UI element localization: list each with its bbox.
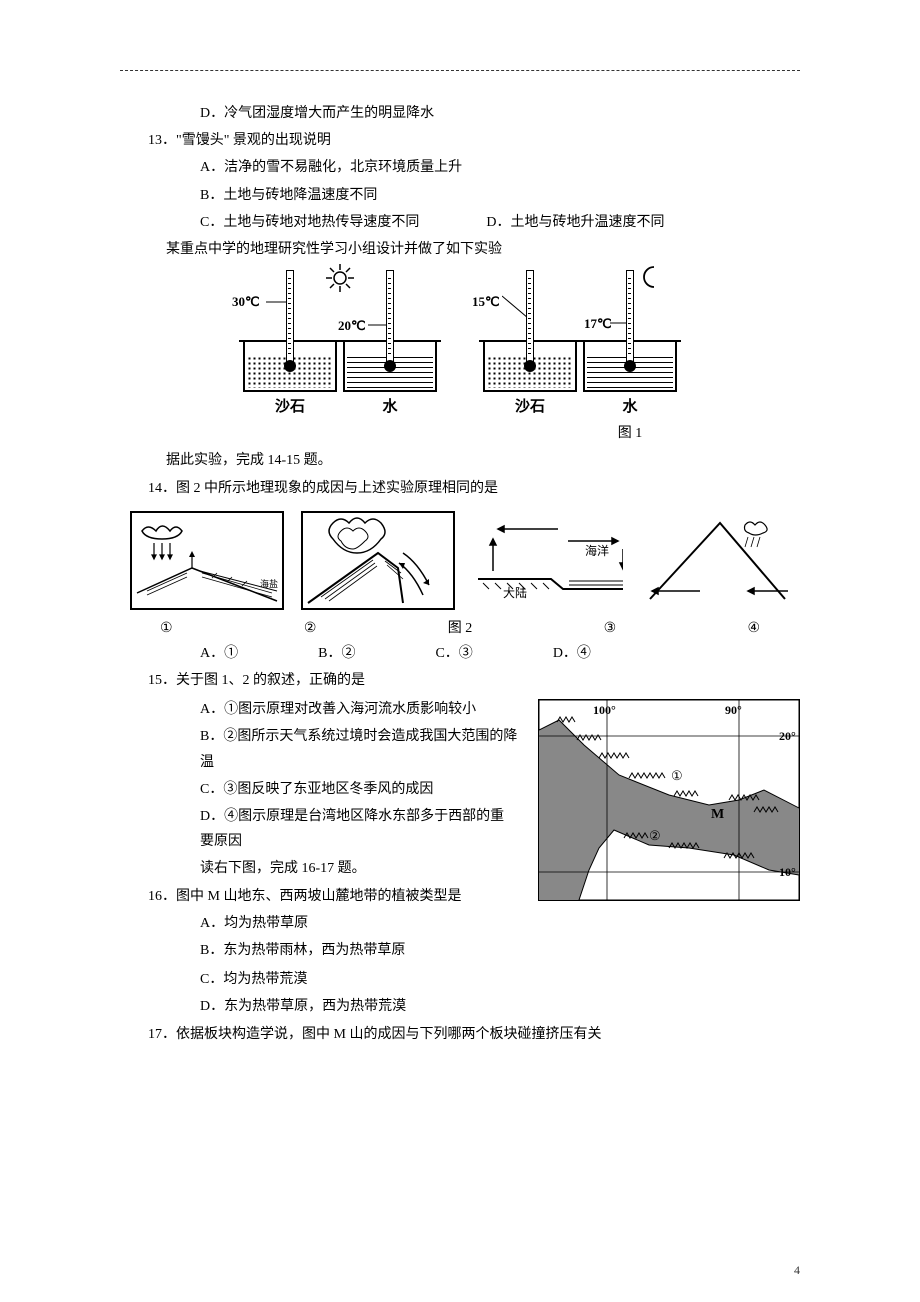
- fig2-p3-land-label: 大陆: [503, 585, 527, 600]
- q12-option-d: D．冷气团湿度增大而产生的明显降水: [120, 101, 800, 126]
- pointer-line-icon: [266, 296, 286, 308]
- q15-option-b: B．②图所示天气系统过境时会造成我国大范围的降温: [120, 724, 518, 774]
- fig1-temp-4: 17℃: [584, 312, 612, 335]
- svg-text:海盐: 海盐: [260, 578, 278, 589]
- q13-options-cd: C．土地与砖地对地热传导速度不同 D．土地与砖地升温速度不同: [120, 210, 800, 235]
- q14-option-d: D．④: [553, 641, 591, 666]
- q15-option-d: D．④图示原理是台湾地区降水东部多于西部的重要原因: [120, 804, 518, 854]
- map-lon-1: 100°: [593, 703, 616, 717]
- map-label-2: ②: [649, 828, 661, 843]
- map-lat-1: 20°: [779, 729, 796, 743]
- q13-stem: 13．"雪馒头" 景观的出现说明: [120, 128, 800, 153]
- fig2-panel-1: 海盐: [130, 511, 284, 610]
- fig1-temp-3: 15℃: [472, 290, 500, 313]
- fig1-label-4: 水: [622, 394, 637, 421]
- fig2-num-4: ④: [747, 616, 760, 641]
- map-lat-2: 10°: [779, 865, 796, 879]
- q14-option-b: B．②: [318, 641, 355, 666]
- fig2-panel-3: 海洋 大陆: [473, 511, 623, 606]
- q17-stem: 17．依据板块构造学说，图中 M 山的成因与下列哪两个板块碰撞挤压有关: [120, 1022, 800, 1047]
- q16-option-a: A．均为热带草原: [120, 911, 518, 936]
- q15-option-c: C．③图反映了东亚地区冬季风的成因: [120, 777, 518, 802]
- map-figure: 100° 90° 20° 10° M ① ②: [538, 699, 800, 901]
- fig2-panel-4: [640, 511, 790, 606]
- fig2-num-3: ③: [604, 616, 617, 641]
- figure-1-caption: 图 1: [618, 421, 643, 446]
- q16-stem: 16．图中 M 山地东、西两坡山麓地带的植被类型是: [120, 884, 518, 909]
- q14-stem: 14．图 2 中所示地理现象的成因与上述实验原理相同的是: [120, 476, 800, 501]
- fig1-temp-1: 30℃: [232, 290, 260, 313]
- figure-1: 30℃ 沙石 20℃ 水 15℃ 沙石: [120, 272, 800, 421]
- fig2-num-2: ②: [304, 616, 317, 641]
- map-label-m: M: [711, 807, 724, 822]
- fig2-panel-2: [301, 511, 455, 610]
- figure-2-caption: 图 2: [448, 616, 473, 641]
- map-label-1: ①: [671, 768, 683, 783]
- figure-2: 海盐: [130, 511, 790, 610]
- fig1-label-3: 沙石: [515, 394, 545, 421]
- intro-16-17: 读右下图，完成 16-17 题。: [120, 856, 518, 881]
- header-rule: [120, 70, 800, 71]
- fig1-label-2: 水: [382, 394, 397, 421]
- intro-14-15: 某重点中学的地理研究性学习小组设计并做了如下实验: [120, 237, 800, 262]
- q16-option-c: C．均为热带荒漠: [120, 967, 800, 992]
- q16-option-d: D．东为热带草原，西为热带荒漠: [120, 994, 800, 1019]
- figure-2-numbers: ① ② 图 2 ③ ④: [160, 616, 760, 641]
- q15-stem: 15．关于图 1、2 的叙述，正确的是: [120, 668, 800, 693]
- fig1-temp-2: 20℃: [338, 314, 366, 337]
- q13-option-a: A．洁净的雪不易融化，北京环境质量上升: [120, 155, 800, 180]
- q13-option-c: C．土地与砖地对地热传导速度不同: [200, 215, 419, 230]
- q14-option-a: A．①: [200, 641, 238, 666]
- fig1-label-1: 沙石: [275, 394, 305, 421]
- q15-option-a: A．①图示原理对改善入海河流水质影响较小: [120, 697, 518, 722]
- fig2-num-1: ①: [160, 616, 173, 641]
- q13-option-b: B．土地与砖地降温速度不同: [120, 183, 800, 208]
- post-fig1-text: 据此实验，完成 14-15 题。: [120, 448, 800, 473]
- q13-option-d: D．土地与砖地升温速度不同: [486, 215, 664, 230]
- q14-option-c: C．③: [435, 641, 472, 666]
- fig2-p3-sea-label: 海洋: [585, 543, 609, 558]
- page-number: 4: [794, 1260, 800, 1282]
- q14-options: A．① B．② C．③ D．④: [120, 641, 800, 666]
- q16-option-b: B．东为热带雨林，西为热带草原: [120, 938, 518, 963]
- map-lon-2: 90°: [725, 703, 742, 717]
